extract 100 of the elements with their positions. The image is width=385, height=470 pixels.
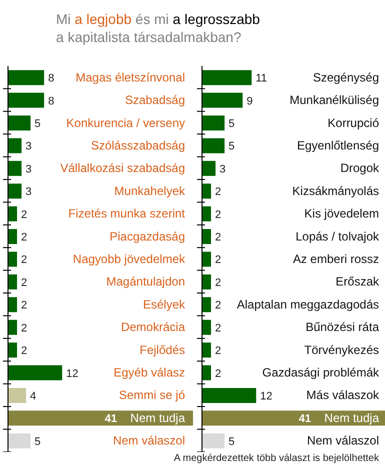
bar — [202, 184, 212, 199]
bar — [202, 206, 212, 222]
bar — [202, 70, 252, 86]
bar — [202, 320, 212, 335]
y-tick-label: Munkanélküliség — [290, 93, 379, 108]
y-tick-label: Piacgazdaság — [110, 229, 185, 244]
data-label: 11 — [256, 72, 268, 85]
bar — [8, 116, 31, 130]
bar — [8, 274, 18, 290]
data-label: 2 — [21, 232, 28, 244]
y-tick-label: Kis jövedelem — [304, 206, 379, 221]
y-tick-label: Drogok — [340, 161, 380, 176]
y-tick-label: Nem tudja — [130, 410, 186, 425]
y-tick-label: Fejlődés — [140, 342, 185, 357]
data-label: 5 — [34, 436, 41, 448]
y-tick-label: Szegénység — [312, 70, 379, 84]
bar — [8, 138, 22, 154]
y-tick-label: Korrupció — [328, 116, 380, 130]
data-label: 2 — [215, 186, 222, 198]
bar — [8, 70, 44, 86]
bar — [8, 433, 31, 448]
bar — [8, 184, 22, 199]
bar — [202, 160, 216, 176]
bar — [202, 274, 212, 290]
data-label: 5 — [228, 436, 235, 448]
bar — [202, 388, 256, 403]
data-label: 5 — [228, 140, 235, 153]
data-label: 12 — [66, 368, 78, 380]
y-tick-label: Az emberi rossz — [292, 252, 379, 266]
y-tick-label: Lopás / tolvajok — [296, 229, 380, 244]
bar — [202, 252, 212, 267]
bar — [8, 206, 18, 222]
data-label: 2 — [215, 232, 222, 244]
data-label: 41 — [104, 413, 117, 426]
bar — [202, 297, 212, 312]
y-tick-label: Esélyek — [142, 297, 186, 312]
bar — [202, 92, 243, 108]
y-tick-label: Semmi se jó — [118, 388, 186, 402]
y-tick-label: Más válaszok — [306, 388, 380, 402]
data-label: 8 — [48, 95, 54, 108]
bar — [202, 138, 225, 154]
data-label: 12 — [260, 390, 272, 402]
data-label: 2 — [215, 322, 222, 334]
bar — [202, 229, 212, 244]
data-label: 2 — [215, 208, 222, 221]
data-label: 2 — [215, 276, 222, 289]
data-label: 2 — [215, 368, 222, 380]
data-label: 2 — [215, 254, 222, 266]
y-tick-label: Nem tudja — [324, 410, 380, 425]
y-tick-label: Konkurencia / verseny — [66, 116, 185, 130]
data-label: 3 — [220, 163, 226, 176]
bar — [8, 252, 18, 267]
data-label: 8 — [48, 72, 54, 85]
data-label: 2 — [21, 345, 28, 358]
y-tick-label: Törvénykezés — [304, 342, 379, 357]
bar — [8, 388, 26, 403]
y-tick-label: Nem válaszol — [306, 434, 379, 448]
data-label: 5 — [34, 118, 41, 130]
y-tick-label: Magántulajdon — [106, 274, 185, 289]
y-tick-label: Munkahelyek — [114, 184, 186, 198]
bar — [8, 365, 62, 380]
text: A megkérdezettek több választ is bejelölhettek — [174, 453, 379, 464]
y-tick-label: Vállalkozási szabadság — [60, 161, 185, 176]
y-tick-label: Szabadság — [124, 93, 185, 108]
bar — [202, 365, 212, 380]
data-label: 3 — [26, 163, 32, 176]
data-label: 2 — [215, 300, 222, 312]
y-tick-label: Szólásszabadság — [90, 138, 185, 152]
y-tick-label: Magas életszínvonal — [76, 70, 185, 84]
y-tick-label: Bűnözési ráta — [306, 320, 380, 334]
bar — [202, 433, 225, 448]
bar — [8, 160, 22, 176]
data-label: 2 — [21, 322, 28, 334]
y-tick-label: Nagyobb jövedelmek — [72, 252, 186, 266]
data-label: 9 — [246, 95, 253, 108]
data-label: 5 — [228, 118, 235, 130]
y-tick-label: Kizsákmányolás — [292, 184, 379, 198]
y-tick-label: Erőszak — [336, 274, 380, 289]
y-tick-label: Demokrácia — [120, 320, 186, 334]
bar — [8, 342, 18, 358]
data-label: 2 — [21, 300, 28, 312]
data-label: 2 — [215, 345, 222, 358]
data-label: 3 — [26, 140, 32, 153]
data-label: 41 — [298, 413, 311, 426]
data-label: 2 — [21, 208, 28, 221]
bar — [202, 116, 225, 130]
data-label: 2 — [21, 276, 28, 289]
bar — [202, 410, 385, 426]
y-tick-label: Nem válaszol — [112, 434, 185, 448]
chart-title: Mi a legjobb és mi a legrosszabb a kapitalista társadalmakban? — [56, 11, 260, 45]
data-label: 4 — [30, 390, 36, 402]
y-tick-label: Fizetés munka szerint — [68, 206, 186, 221]
y-tick-label: Gazdasági problémák — [262, 366, 380, 380]
data-label: 3 — [26, 186, 32, 198]
y-tick-label: Alaptalan meggazdagodás — [236, 297, 379, 312]
bar — [8, 297, 18, 312]
bar — [8, 320, 18, 335]
bar — [202, 342, 212, 358]
bar — [8, 229, 18, 244]
data-label: 2 — [21, 254, 28, 266]
